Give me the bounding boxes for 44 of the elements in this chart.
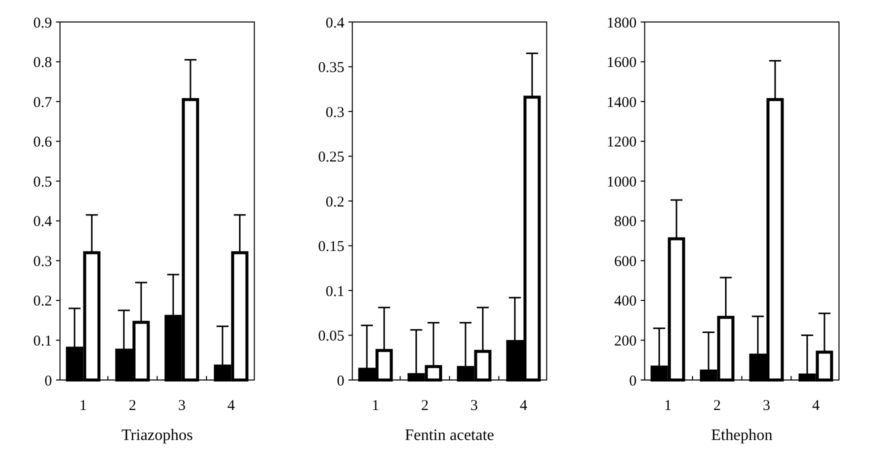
- x-tick-label: 4: [520, 398, 528, 414]
- y-tick-label: 0.2: [33, 294, 52, 310]
- x-tick-label: 4: [227, 398, 236, 414]
- y-tick-label: 0.2: [326, 194, 344, 210]
- y-tick-label: 0.1: [326, 284, 344, 300]
- y-tick-label: 0.6: [33, 134, 52, 151]
- y-tick-label: 0.9: [33, 15, 52, 32]
- y-tick-label: 0.3: [326, 104, 344, 121]
- x-tick-label: 1: [664, 398, 672, 414]
- y-tick-label: 800: [614, 214, 637, 230]
- y-tick-label: 0.1: [33, 333, 52, 350]
- y-tick-label: 0.8: [33, 55, 52, 72]
- y-tick-label: 0.35: [318, 60, 344, 76]
- y-tick-label: 400: [614, 294, 637, 310]
- y-tick-label: 0.5: [33, 174, 52, 190]
- y-tick-label: 0.4: [326, 15, 345, 32]
- y-tick-label: 1600: [606, 55, 637, 72]
- y-tick-label: 0.3: [33, 254, 52, 270]
- x-tick-label: 3: [762, 398, 770, 414]
- y-tick-label: 0.4: [33, 214, 52, 230]
- y-tick-label: 1800: [606, 15, 637, 32]
- y-tick-label: 1400: [606, 94, 637, 111]
- y-tick-label: 1200: [606, 134, 637, 151]
- y-tick-label: 200: [614, 333, 637, 350]
- y-tick-label: 0.15: [318, 239, 344, 255]
- x-tick-label: 1: [372, 398, 380, 414]
- x-tick-label: 4: [812, 398, 820, 414]
- x-tick-label: 2: [128, 398, 136, 414]
- y-tick-label: 0: [336, 373, 344, 390]
- y-tick-label: 600: [614, 254, 637, 270]
- y-tick-label: 1000: [606, 174, 637, 190]
- y-tick-label: 0: [629, 373, 637, 390]
- x-axis-title: Ethephon: [711, 427, 772, 444]
- y-tick-label: 0.7: [33, 94, 52, 111]
- y-tick-label: 0.05: [318, 328, 344, 344]
- x-tick-label: 2: [713, 398, 721, 414]
- y-tick-label: 0.25: [318, 150, 344, 166]
- x-tick-label: 1: [79, 398, 87, 414]
- x-tick-label: 3: [470, 398, 478, 414]
- x-tick-label: 2: [421, 398, 429, 414]
- y-tick-label: 0: [44, 373, 52, 390]
- x-axis-title: Triazophos: [121, 427, 193, 444]
- x-tick-label: 3: [178, 398, 186, 414]
- x-axis-title: Fentin acetate: [404, 427, 494, 444]
